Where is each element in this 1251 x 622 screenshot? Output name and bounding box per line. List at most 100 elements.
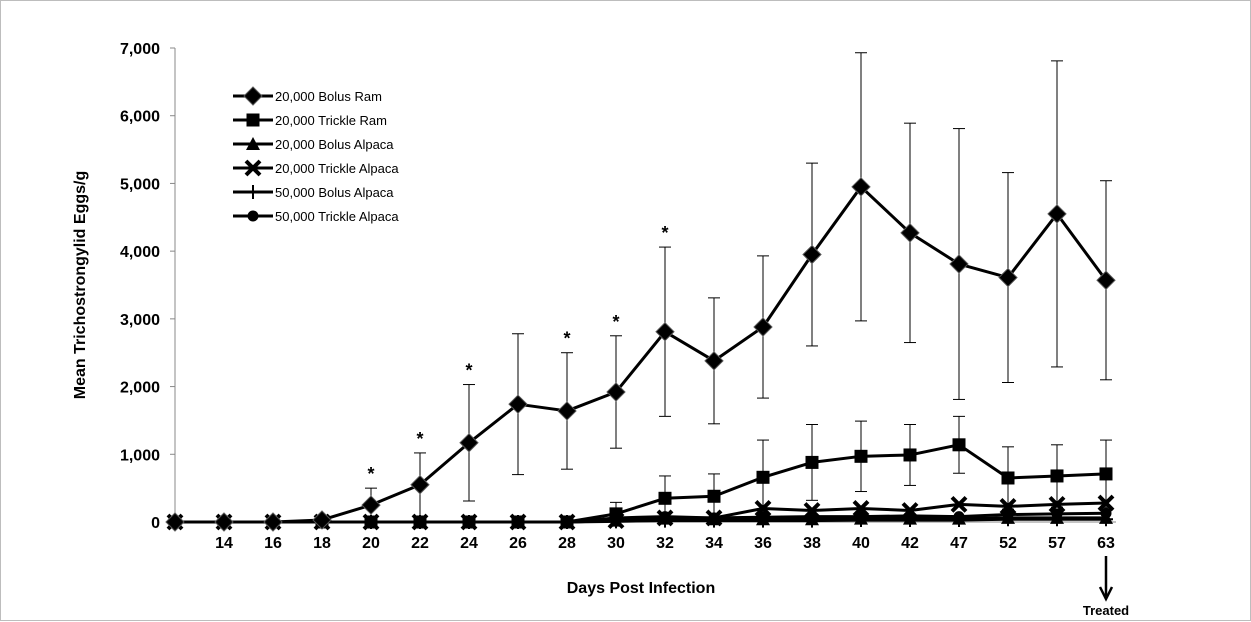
data-point [1001, 471, 1015, 485]
x-tick-label: 42 [901, 535, 919, 552]
data-point [1001, 510, 1015, 524]
x-tick-label: 32 [656, 535, 674, 552]
significance-star: * [612, 312, 619, 332]
data-point [1099, 510, 1113, 524]
data-point [707, 512, 721, 526]
treated-label: Treated [1083, 603, 1129, 618]
legend-marker [246, 137, 260, 150]
data-point [263, 512, 283, 532]
x-tick-label: 14 [215, 535, 233, 552]
data-point [805, 455, 819, 469]
y-tick-label: 1,000 [120, 447, 160, 464]
x-tick-label: 52 [999, 535, 1017, 552]
data-point [802, 244, 822, 265]
data-point [949, 254, 969, 274]
series-line [175, 185, 1108, 524]
x-tick-label: 16 [264, 535, 282, 552]
x-tick-label: 24 [460, 535, 478, 552]
data-point [1096, 270, 1116, 290]
data-point [165, 512, 185, 532]
x-tick-label: 30 [607, 535, 625, 552]
x-tick-label: 38 [803, 535, 821, 552]
y-tick-label: 4,000 [120, 244, 160, 261]
data-point [999, 498, 1017, 515]
data-point [851, 177, 871, 197]
y-tick-label: 3,000 [120, 312, 160, 329]
data-point [753, 317, 773, 337]
data-point [655, 322, 675, 342]
data-point [508, 394, 528, 414]
y-tick-label: 6,000 [120, 109, 160, 126]
data-point [459, 433, 479, 453]
data-point [707, 489, 721, 503]
x-tick-label: 34 [705, 535, 723, 552]
data-point [658, 511, 672, 525]
series-line [175, 443, 1107, 524]
data-point [854, 449, 868, 463]
data-point [952, 511, 966, 525]
data-point [756, 470, 770, 484]
data-point [364, 515, 378, 529]
legend-marker [247, 210, 259, 222]
data-point [803, 502, 821, 519]
significance-star: * [416, 429, 423, 449]
data-point [609, 507, 623, 521]
data-point [1097, 494, 1115, 512]
legend-marker [246, 185, 260, 199]
data-point [756, 512, 770, 526]
data-point [754, 500, 772, 517]
data-point [998, 267, 1018, 288]
legend-label: 50,000 Bolus Alpaca [275, 185, 394, 200]
significance-star: * [661, 223, 668, 243]
data-point [462, 515, 476, 529]
data-point [1099, 467, 1113, 481]
x-tick-label: 22 [411, 535, 429, 552]
data-point [410, 475, 430, 495]
legend-marker [243, 86, 263, 106]
data-point [852, 500, 870, 517]
x-tick-label: 63 [1097, 535, 1115, 552]
x-tick-label: 57 [1048, 535, 1066, 552]
data-point [214, 512, 234, 532]
data-point [658, 491, 672, 505]
x-tick-label: 28 [558, 535, 576, 552]
data-point [805, 512, 819, 526]
legend-label: 20,000 Trickle Ram [275, 113, 387, 128]
data-point [901, 502, 919, 519]
x-tick-label: 47 [950, 535, 968, 552]
data-point [557, 401, 577, 421]
x-axis-title: Days Post Infection [567, 580, 715, 597]
legend-label: 20,000 Trickle Alpaca [275, 161, 399, 176]
treated-arrow-head [1098, 586, 1114, 602]
data-point [511, 515, 525, 529]
significance-star: * [367, 464, 374, 484]
y-tick-label: 5,000 [120, 176, 160, 193]
legend-marker [244, 159, 262, 177]
y-axis-title: Mean Trichostrongylid Eggs/g [72, 171, 89, 399]
data-point [704, 351, 724, 371]
data-point [900, 223, 920, 243]
data-point [854, 511, 868, 525]
legend-label: 20,000 Bolus Alpaca [275, 137, 394, 152]
x-tick-label: 20 [362, 535, 380, 552]
data-point [413, 515, 427, 529]
legend-label: 50,000 Trickle Alpaca [275, 209, 399, 224]
data-point [312, 510, 332, 530]
x-tick-label: 26 [509, 535, 527, 552]
significance-star: * [465, 361, 472, 381]
data-point [903, 448, 917, 462]
data-point [1050, 469, 1064, 483]
data-point [1047, 204, 1067, 224]
data-point [1050, 510, 1064, 524]
significance-star: * [563, 329, 570, 349]
data-point [950, 495, 968, 513]
y-tick-label: 7,000 [120, 41, 160, 58]
x-tick-label: 40 [852, 535, 870, 552]
data-point [560, 515, 574, 529]
y-tick-label: 0 [151, 515, 160, 532]
legend-marker [246, 113, 260, 127]
data-point [361, 495, 381, 515]
legend-label: 20,000 Bolus Ram [275, 89, 382, 104]
